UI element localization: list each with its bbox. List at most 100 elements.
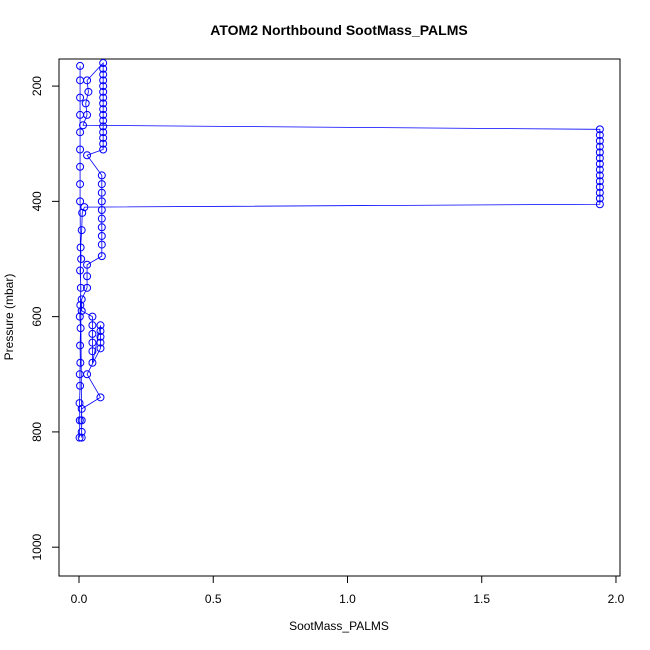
point (595, 177, 604, 186)
point (77, 416, 86, 425)
point (595, 182, 604, 191)
y-tick-label: 600 (30, 306, 44, 326)
point (76, 180, 85, 189)
point (595, 148, 604, 157)
point (88, 321, 97, 330)
point (76, 110, 85, 119)
point (97, 231, 106, 240)
point (99, 139, 108, 148)
point (97, 240, 106, 249)
point (97, 188, 106, 197)
point (99, 99, 108, 108)
y-axis-label: Pressure (mbar) (2, 274, 16, 361)
point (99, 110, 108, 119)
point (76, 381, 85, 390)
point (75, 433, 84, 442)
point (96, 344, 105, 353)
point (88, 338, 97, 347)
point (99, 116, 108, 125)
point (595, 200, 604, 209)
x-tick-label: 1.5 (473, 592, 490, 606)
point (88, 347, 97, 356)
x-tick-label: 1.0 (339, 592, 356, 606)
point (97, 197, 106, 206)
point (77, 427, 86, 436)
y-tick-label: 800 (30, 422, 44, 442)
point (76, 162, 85, 171)
y-tick-label: 400 (30, 191, 44, 211)
point (99, 87, 108, 96)
point (83, 260, 92, 269)
point (595, 131, 604, 140)
point (99, 64, 108, 73)
chart-title: ATOM2 Northbound SootMass_PALMS (210, 22, 467, 38)
point (96, 327, 105, 336)
point (595, 171, 604, 180)
point (99, 133, 108, 142)
y-tick-label: 1000 (30, 534, 44, 561)
point (99, 93, 108, 102)
y-tick-label: 200 (30, 76, 44, 96)
point (97, 206, 106, 215)
point (76, 324, 85, 333)
point (76, 341, 85, 350)
point (99, 59, 108, 68)
point (75, 399, 84, 408)
point (77, 433, 86, 442)
plot-box (58, 58, 621, 577)
point (76, 145, 85, 154)
point (595, 136, 604, 145)
point (99, 76, 108, 85)
point (97, 252, 106, 261)
series-line (79, 62, 601, 438)
point (83, 151, 92, 160)
point (97, 180, 106, 189)
point (83, 370, 92, 379)
point (99, 105, 108, 114)
point (96, 338, 105, 347)
point (78, 208, 87, 217)
x-axis-label: SootMass_PALMS (289, 619, 389, 633)
x-tick-label: 0.0 (71, 592, 88, 606)
point (595, 154, 604, 163)
point (88, 329, 97, 338)
point (77, 254, 86, 263)
point (77, 226, 86, 235)
point (595, 194, 604, 203)
x-tick-label: 0.5 (205, 592, 222, 606)
point (76, 197, 85, 206)
point (76, 61, 85, 70)
point (96, 321, 105, 330)
point (84, 87, 93, 96)
point (88, 358, 97, 367)
point (99, 70, 108, 79)
point (83, 283, 92, 292)
x-tick-label: 2.0 (608, 592, 625, 606)
point (97, 171, 106, 180)
point (76, 301, 85, 310)
point (99, 128, 108, 137)
point (96, 332, 105, 341)
point (76, 266, 85, 275)
point (99, 82, 108, 91)
point (77, 295, 86, 304)
point (81, 99, 90, 108)
point (595, 159, 604, 168)
point (83, 272, 92, 281)
point (76, 358, 85, 367)
point (96, 393, 105, 402)
point (99, 122, 108, 131)
point (97, 214, 106, 223)
point (99, 145, 108, 154)
point (595, 165, 604, 174)
point (88, 312, 97, 321)
point (80, 203, 89, 212)
point (76, 283, 85, 292)
point (97, 223, 106, 232)
point (595, 125, 604, 134)
point (76, 93, 85, 102)
point (76, 128, 85, 137)
point (79, 121, 88, 130)
